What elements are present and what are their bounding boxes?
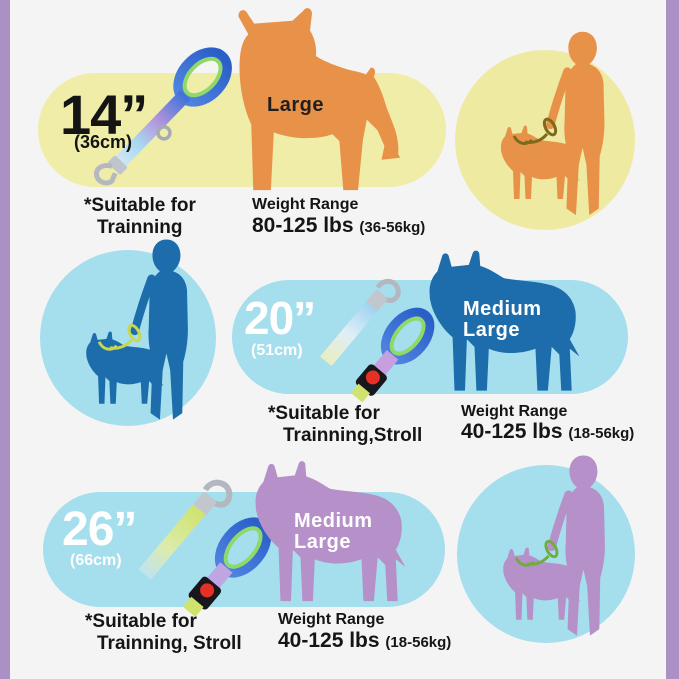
leash-14-illustration [93, 47, 232, 186]
weight-range-title: Weight Range [252, 196, 359, 213]
dog-size-line-2: Large [294, 531, 351, 553]
yellow-circle-walk-scene [455, 50, 635, 230]
weight-range-title: Weight Range [278, 611, 385, 628]
length-metric-20: (51cm) [251, 342, 303, 359]
weight-kg: (18-56kg) [568, 425, 635, 442]
weight-range-value: 80-125 lbs (36-56kg) [252, 215, 425, 236]
suitable-line-1: *Suitable for [268, 403, 380, 424]
suitable-line-2: Trainning [97, 217, 183, 238]
length-metric-26: (66cm) [70, 552, 122, 569]
leash-26-illustration [138, 479, 272, 617]
weight-kg: (18-56kg) [385, 634, 452, 651]
length-label-20: 20” [244, 292, 316, 344]
dog-size-label: Medium Large [294, 511, 373, 553]
right-border-stripe [666, 0, 679, 679]
suitable-line-2: Trainning, Stroll [97, 633, 242, 654]
suitable-line-1: *Suitable for [85, 611, 197, 632]
dog-size-label: Medium Large [463, 299, 542, 341]
leash-20-illustration [319, 278, 435, 403]
dog-size-line-1: Medium [294, 510, 373, 532]
dog-size-line-1: Medium [463, 298, 542, 320]
dog-size-line-2: Large [463, 319, 520, 341]
dog-size-label: Large [267, 94, 324, 116]
weight-range-value: 40-125 lbs (18-56kg) [278, 630, 451, 651]
walking-scene-orange [462, 28, 630, 228]
weight-lbs: 40-125 lbs [278, 629, 380, 652]
length-label-14: 14” [60, 83, 148, 146]
suitable-line-2: Trainning,Stroll [283, 425, 423, 446]
weight-range-title: Weight Range [461, 403, 568, 420]
weight-kg: (36-56kg) [359, 219, 426, 236]
weight-lbs: 40-125 lbs [461, 420, 563, 443]
left-border-stripe [0, 0, 10, 679]
suitable-line-1: *Suitable for [84, 195, 196, 216]
length-label-26: 26” [62, 503, 137, 556]
length-metric-14: (36cm) [74, 132, 133, 152]
weight-range-value: 40-125 lbs (18-56kg) [461, 421, 634, 442]
weight-lbs: 80-125 lbs [252, 214, 354, 237]
walking-scene-purple [465, 450, 630, 650]
blue-circle-walk-scene-bottom [457, 465, 635, 643]
walking-scene-blue [48, 234, 213, 434]
